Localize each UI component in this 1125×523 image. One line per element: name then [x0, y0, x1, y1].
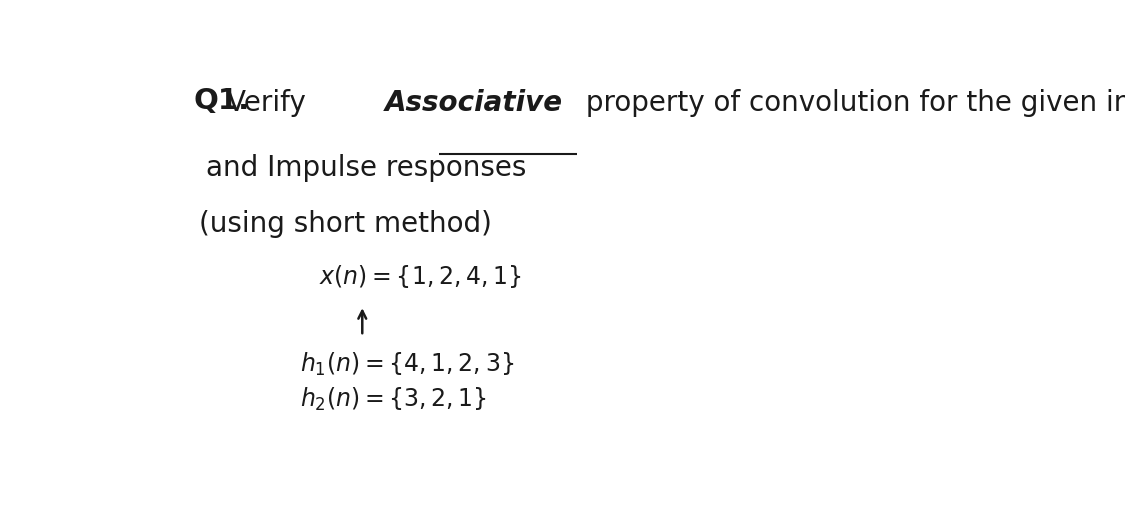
Text: Verify: Verify: [227, 89, 315, 118]
Text: $x(n) = \{1, 2, 4,1\}$: $x(n) = \{1, 2, 4,1\}$: [318, 263, 522, 290]
Text: $h_2(n) = \{3, 2,1\}$: $h_2(n) = \{3, 2,1\}$: [299, 386, 487, 413]
Text: Q1.: Q1.: [193, 87, 250, 115]
Text: property of convolution for the given input: property of convolution for the given in…: [577, 89, 1125, 118]
Text: (using short method): (using short method): [199, 210, 492, 238]
Text: $h_1(n) = \{4,1, 2, 3\}$: $h_1(n) = \{4,1, 2, 3\}$: [299, 351, 514, 379]
Text: and Impulse responses: and Impulse responses: [207, 154, 526, 182]
Text: Associative: Associative: [385, 89, 562, 118]
